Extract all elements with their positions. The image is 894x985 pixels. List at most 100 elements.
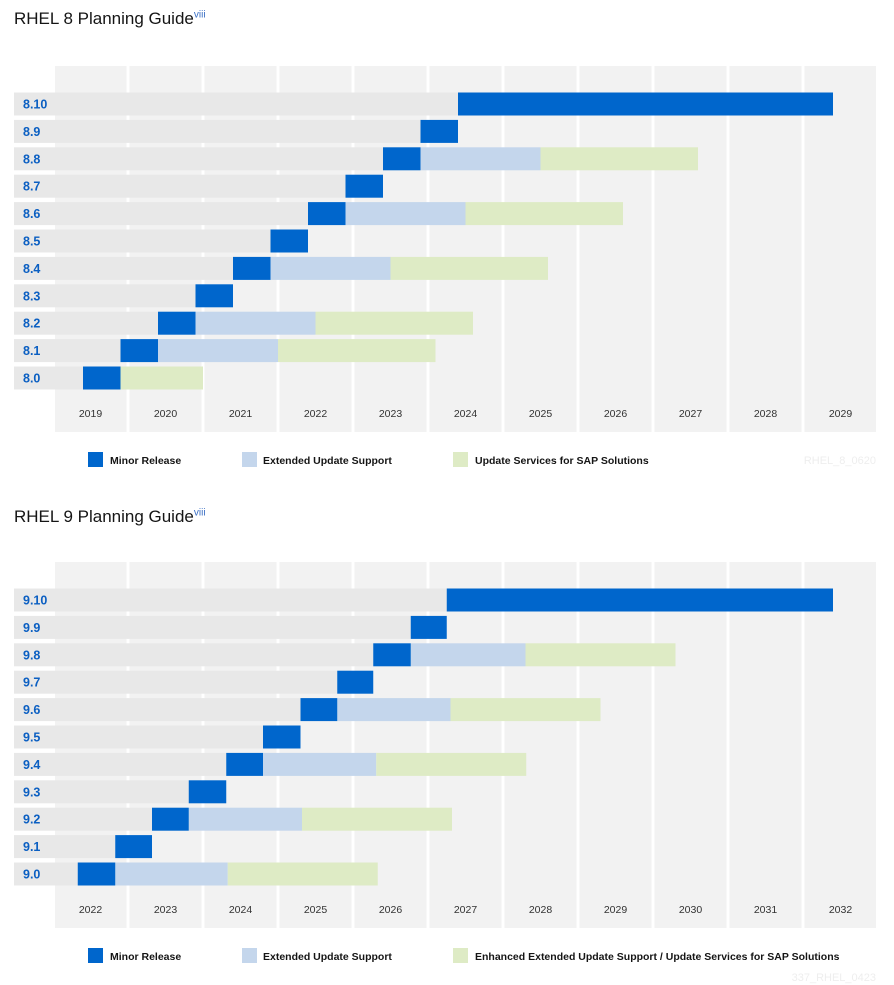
legend-swatch [88,452,103,467]
x-tick-label: 2027 [454,904,478,916]
row-band [14,147,383,171]
row-band [14,615,411,639]
minor-release-bar [233,256,271,280]
minor-release-bar [158,311,196,335]
x-tick-label: 2029 [604,904,628,916]
sap-bar [525,643,676,667]
eus-bar [337,698,451,722]
title-text: RHEL 9 Planning Guide [14,507,194,526]
legend-swatch [88,948,103,963]
row-band [14,752,227,776]
row-label: 8.2 [23,317,40,331]
row-band [14,174,346,198]
row-label: 8.7 [23,180,40,194]
sap-bar [278,339,436,363]
legend-swatch [242,452,257,467]
sap-bar [450,698,601,722]
row-band [14,588,447,612]
row-label: 9.8 [23,648,40,662]
row-label: 8.0 [23,372,40,386]
row-band [14,202,308,226]
x-tick-label: 2022 [304,408,328,420]
eus-bar [345,202,466,226]
sap-bar [315,311,473,335]
gridline [351,562,355,928]
minor-release-bar [300,698,338,722]
x-tick-label: 2025 [529,408,553,420]
row-label: 9.9 [23,621,40,635]
row-label: 8.6 [23,207,40,221]
legend-label: Extended Update Support [263,455,392,467]
row-band [14,725,263,749]
footnote-ref[interactable]: viii [193,507,206,519]
row-band [14,366,83,390]
x-tick-label: 2031 [754,904,778,916]
eus-bar [115,862,228,886]
minor-release-bar [345,174,383,198]
row-band [14,284,196,308]
x-tick-label: 2023 [154,904,178,916]
row-label: 8.5 [23,235,40,249]
x-tick-label: 2023 [379,408,403,420]
minor-release-bar [77,862,116,886]
row-band [14,339,121,363]
gridline [651,66,655,432]
minor-release-bar [410,615,447,639]
minor-release-bar [188,780,227,804]
eus-bar [188,807,302,831]
minor-release-bar [458,92,833,116]
gridline [801,562,805,928]
x-tick-label: 2019 [79,408,103,420]
title-text: RHEL 8 Planning Guide [14,9,194,28]
row-band [14,670,338,694]
sap-bar [302,807,452,831]
minor-release-bar [420,119,458,143]
minor-release-bar [373,643,411,667]
row-label: 9.4 [23,758,40,772]
eus-bar [410,643,526,667]
minor-release-bar [337,670,374,694]
row-band [14,229,271,253]
row-band [14,780,189,804]
legend-swatch [453,948,468,963]
legend-label: Minor Release [110,951,181,963]
gridline [801,66,805,432]
row-label: 9.7 [23,676,40,690]
gridline [576,562,580,928]
sap-bar [540,147,698,171]
row-label: 8.3 [23,289,40,303]
legend-label: Update Services for SAP Solutions [475,455,649,467]
minor-release-bar [263,725,301,749]
gridline [426,562,430,928]
footnote-ref[interactable]: viii [193,9,206,21]
gridline [426,66,430,432]
row-band [14,835,116,859]
legend-label: Extended Update Support [263,951,392,963]
minor-release-bar [226,752,263,776]
legend-label: Enhanced Extended Update Support / Updat… [475,951,840,963]
row-band [14,311,158,335]
gridline [726,562,730,928]
minor-release-bar [270,229,308,253]
watermark: 337_RHEL_0423 [792,972,876,984]
gridline [651,562,655,928]
rhel9-chart-title: RHEL 9 Planning Guideviii [14,507,206,527]
row-label: 9.5 [23,731,40,745]
watermark: RHEL_8_0620 [804,455,876,467]
sap-bar [376,752,527,776]
row-band [14,862,78,886]
sap-bar [120,366,203,390]
gridline [726,66,730,432]
row-label: 9.1 [23,840,40,854]
sap-bar [227,862,378,886]
row-label: 9.0 [23,868,40,882]
rhel8-chart: 2019 2020 2021 2022 2023 2024 2025 2026 2027 2028… [14,66,876,467]
row-band [14,119,421,143]
row-label: 9.2 [23,813,40,827]
minor-release-bar [446,588,833,612]
eus-bar [195,311,316,335]
legend-label: Minor Release [110,455,181,467]
minor-release-bar [152,807,189,831]
row-band [14,698,301,722]
row-band [14,92,458,116]
